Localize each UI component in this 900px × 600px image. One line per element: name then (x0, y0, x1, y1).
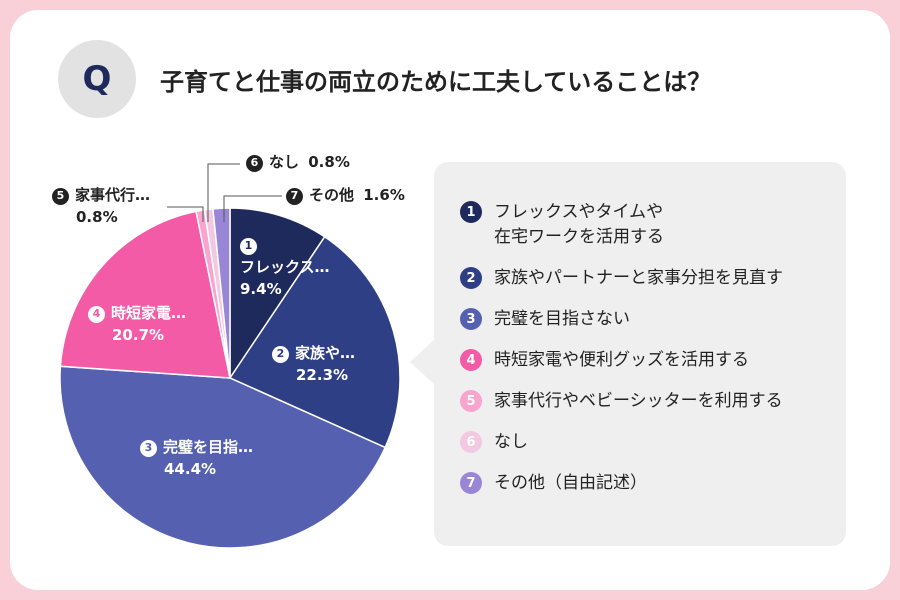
legend-number-2: 2 (460, 267, 482, 289)
pie-slice-7 (212, 207, 231, 379)
pie-slice-3 (59, 365, 387, 549)
legend-number-6: 6 (460, 431, 482, 453)
slice-value-1: 9.4% (240, 280, 282, 298)
legend: 1 フレックスやタイムや 在宅ワークを活用する 2 家族やパートナーと家事分担を見直す… (460, 200, 783, 512)
legend-label-1: フレックスやタイムや 在宅ワークを活用する (494, 202, 664, 247)
slice-short-label-2: 家族や… (295, 344, 356, 362)
legend-pointer (410, 338, 436, 386)
slice-value-2: 22.3% (296, 366, 349, 384)
slice-short-label-1: フレックス… (240, 258, 330, 276)
chart-title: 子育てと仕事の両立のために工夫していることは？ (160, 68, 712, 96)
legend-number-4: 4 (460, 349, 482, 371)
legend-label-7: その他（自由記述） (494, 473, 647, 493)
legend-box (434, 162, 846, 546)
slice-value-3: 44.4% (164, 460, 217, 478)
legend-label-3: 完璧を目指さない (494, 309, 630, 329)
slice-label-1: 1 フレックス… 9.4% (240, 234, 330, 300)
legend-number-1: 1 (460, 201, 482, 223)
slice-number-2: 2 (272, 345, 289, 363)
legend-label-6: なし (494, 432, 528, 452)
legend-item-3: 3 完璧を目指さない (460, 307, 783, 332)
slice-label-7: 7 その他 1.6% (286, 184, 405, 206)
slice-label-5: 5 家事代行… 0.8% (52, 184, 150, 228)
pie-slice-2 (228, 235, 401, 449)
slice-short-label-6: なし (269, 153, 300, 171)
legend-item-6: 6 なし (460, 430, 783, 455)
slice-value-5: 0.8% (76, 208, 118, 226)
pie-slice-4 (59, 210, 231, 379)
slice-label-2: 2 家族や… 22.3% (272, 342, 355, 386)
legend-item-4: 4 時短家電や便利グッズを活用する (460, 348, 783, 373)
slice-number-6: 6 (246, 154, 263, 172)
legend-label-5: 家事代行やベビーシッターを利用する (494, 391, 783, 411)
slice-value-6: 0.8% (308, 153, 350, 171)
slice-number-3: 3 (140, 439, 157, 457)
legend-label-2: 家族やパートナーと家事分担を見直す (494, 268, 783, 288)
slice-value-4: 20.7% (112, 326, 165, 344)
legend-label-4: 時短家電や便利グッズを活用する (494, 350, 749, 370)
legend-number-7: 7 (460, 472, 482, 494)
slice-number-7: 7 (286, 187, 303, 205)
slice-number-1: 1 (240, 237, 257, 255)
slice-value-7: 1.6% (363, 186, 405, 204)
legend-item-5: 5 家事代行やベビーシッターを利用する (460, 389, 783, 414)
slice-number-4: 4 (88, 305, 105, 323)
leader-line-5 (167, 206, 204, 222)
slice-short-label-3: 完璧を目指… (163, 438, 254, 456)
slice-label-4: 4 時短家電… 20.7% (88, 302, 186, 346)
leader-line-7 (223, 195, 282, 222)
leader-line-6 (207, 163, 240, 222)
slice-short-label-7: その他 (309, 186, 355, 204)
legend-item-2: 2 家族やパートナーと家事分担を見直す (460, 266, 783, 291)
legend-number-3: 3 (460, 308, 482, 330)
question-badge: Q (58, 40, 136, 118)
slice-label-6: 6 なし 0.8% (246, 151, 350, 173)
slice-number-5: 5 (52, 187, 69, 205)
slice-short-label-4: 時短家電… (111, 304, 187, 322)
legend-number-5: 5 (460, 390, 482, 412)
slice-label-3: 3 完璧を目指… 44.4% (140, 436, 253, 480)
legend-item-7: 7 その他（自由記述） (460, 471, 783, 496)
slice-short-label-5: 家事代行… (75, 186, 151, 204)
legend-item-1: 1 フレックスやタイムや 在宅ワークを活用する (460, 200, 783, 250)
